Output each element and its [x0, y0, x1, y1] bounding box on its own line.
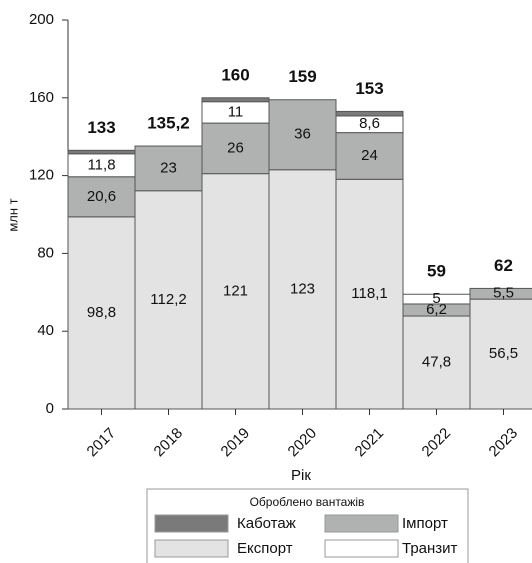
x-tick-label: 2022	[419, 425, 455, 461]
value-label: 5	[432, 290, 440, 307]
total-label: 153	[355, 79, 383, 98]
legend-label: Транзит	[402, 540, 458, 557]
legend-swatch	[154, 514, 229, 533]
value-label: 47,8	[422, 353, 451, 370]
value-label: 5,5	[493, 285, 514, 302]
legend-title: Оброблено вантажів	[250, 495, 365, 509]
value-label: 8,6	[359, 115, 380, 132]
x-tick-label: 2018	[151, 425, 187, 461]
value-label: 98,8	[87, 304, 116, 321]
x-tick-label: 2017	[84, 425, 120, 461]
value-label: 56,5	[489, 345, 518, 362]
value-label: 118,1	[351, 285, 387, 302]
value-label: 121	[223, 282, 248, 299]
y-tick-label: 40	[37, 322, 54, 339]
legend-label: Експорт	[237, 540, 293, 557]
legend-swatch	[324, 539, 399, 558]
bar-segment	[469, 298, 532, 410]
value-label: 123	[290, 280, 315, 297]
total-label: 135,2	[147, 114, 190, 133]
value-label: 11,8	[87, 156, 115, 173]
value-label: 11	[228, 103, 244, 120]
bar-segment	[67, 149, 136, 155]
value-label: 24	[361, 147, 378, 164]
legend-label: Імпорт	[402, 515, 448, 532]
x-tick-label: 2020	[285, 425, 321, 461]
legend-swatch	[154, 539, 229, 558]
legend-swatch	[324, 514, 399, 533]
value-label: 6,2	[426, 301, 447, 318]
total-label: 133	[87, 118, 115, 137]
x-tick-label: 2019	[218, 425, 254, 461]
x-tick-label: 2021	[352, 425, 388, 461]
x-axis-label: Рік	[291, 467, 311, 484]
y-tick-label: 120	[29, 167, 54, 184]
bar-segment	[201, 97, 270, 103]
bar-segment	[67, 216, 136, 410]
x-tick-label: 2023	[486, 425, 522, 461]
y-tick-label: 160	[29, 89, 54, 106]
value-label: 112,2	[150, 291, 186, 308]
total-label: 59	[427, 262, 446, 281]
legend-label: Каботаж	[237, 515, 296, 532]
y-tick-label: 80	[37, 244, 54, 261]
bar-segment	[469, 287, 532, 300]
y-tick-label: 0	[46, 400, 54, 417]
total-label: 159	[288, 67, 316, 86]
bar-segment	[268, 99, 337, 171]
total-label: 160	[221, 65, 249, 84]
total-label: 62	[494, 256, 513, 275]
value-label: 26	[227, 139, 244, 156]
bar-segment	[402, 315, 471, 410]
bar-segment	[335, 110, 404, 117]
value-label: 20,6	[87, 188, 116, 205]
y-axis-label: млн т	[5, 198, 20, 231]
y-tick-label: 200	[29, 11, 54, 28]
value-label: 36	[294, 126, 311, 143]
value-label: 23	[160, 159, 177, 176]
bar-segment	[201, 122, 270, 175]
